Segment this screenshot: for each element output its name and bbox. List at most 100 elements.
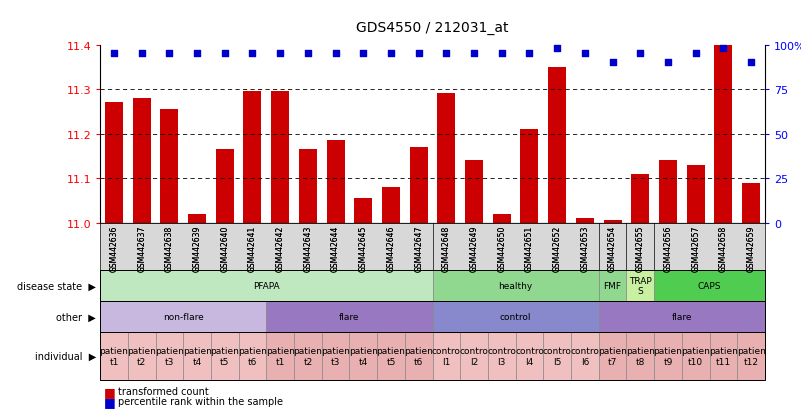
Text: GSM442645: GSM442645 [359,225,368,271]
Bar [631,174,650,223]
Text: patien
t6: patien t6 [405,347,433,366]
Text: patien
t4: patien t4 [349,347,378,366]
Text: GSM442659: GSM442659 [747,225,755,271]
Text: GSM442647: GSM442647 [414,225,423,271]
Text: non-flare: non-flare [163,313,203,321]
Text: GSM442658: GSM442658 [719,225,728,271]
Point [690,51,702,57]
Bar [354,199,372,223]
Text: GSM442641: GSM442641 [248,225,257,271]
Text: flare: flare [339,313,360,321]
Point [301,51,314,57]
Text: contro
l5: contro l5 [543,347,572,366]
Text: GSM442659: GSM442659 [747,225,755,271]
Text: GSM442655: GSM442655 [636,225,645,271]
Text: transformed count: transformed count [118,387,208,396]
Text: contro
l6: contro l6 [570,347,599,366]
Bar [160,110,179,223]
Text: patien
t11: patien t11 [709,347,738,366]
Point [329,51,342,57]
Point [662,60,674,66]
Text: GDS4550 / 212031_at: GDS4550 / 212031_at [356,21,509,35]
Text: GSM442640: GSM442640 [220,225,229,271]
Bar [604,221,622,223]
Text: GSM442644: GSM442644 [331,225,340,271]
Bar [215,150,234,223]
Text: GSM442651: GSM442651 [525,225,534,271]
Text: percentile rank within the sample: percentile rank within the sample [118,396,283,406]
Text: GSM442640: GSM442640 [220,225,229,271]
Bar [105,103,123,223]
Text: patien
t2: patien t2 [293,347,322,366]
Bar [188,214,206,223]
Text: patien
t5: patien t5 [376,347,405,366]
Text: control: control [500,313,531,321]
Text: GSM442654: GSM442654 [608,225,617,271]
Text: patien
t3: patien t3 [321,347,350,366]
Point [274,51,287,57]
Text: patien
t7: patien t7 [598,347,627,366]
Text: GSM442638: GSM442638 [165,225,174,271]
Text: GSM442646: GSM442646 [387,225,396,271]
Text: individual  ▶: individual ▶ [35,351,96,361]
Point [440,51,453,57]
Text: GSM442654: GSM442654 [608,225,617,271]
Text: contro
l2: contro l2 [460,347,489,366]
Point [107,51,120,57]
Text: GSM442656: GSM442656 [663,225,673,271]
Text: patien
t10: patien t10 [682,347,710,366]
Text: ■: ■ [104,395,120,408]
Bar [493,214,511,223]
Text: TRAP
S: TRAP S [629,276,652,296]
Bar [437,94,456,223]
Text: GSM442649: GSM442649 [469,225,478,271]
Text: GSM442645: GSM442645 [359,225,368,271]
Text: GSM442650: GSM442650 [497,225,506,271]
Point [551,46,564,52]
Text: GSM442655: GSM442655 [636,225,645,271]
Bar [714,45,732,223]
Text: disease state  ▶: disease state ▶ [18,281,96,291]
Bar [686,165,705,223]
Bar [382,188,400,223]
Text: patien
t8: patien t8 [626,347,654,366]
Text: GSM442639: GSM442639 [192,225,202,271]
Text: flare: flare [671,313,692,321]
Point [246,51,259,57]
Point [745,60,758,66]
Text: patien
t9: patien t9 [654,347,682,366]
Bar [659,161,677,223]
Bar [272,92,289,223]
Text: patien
t5: patien t5 [211,347,239,366]
Text: other  ▶: other ▶ [56,312,96,322]
Text: GSM442637: GSM442637 [137,225,146,271]
Text: FMF: FMF [604,282,622,290]
Text: CAPS: CAPS [698,282,722,290]
Text: GSM442646: GSM442646 [387,225,396,271]
Text: patien
t12: patien t12 [737,347,766,366]
Bar [244,92,261,223]
Bar [409,147,428,223]
Text: GSM442641: GSM442641 [248,225,257,271]
Point [357,51,370,57]
Text: contro
l4: contro l4 [515,347,544,366]
Bar [133,99,151,223]
Text: GSM442656: GSM442656 [663,225,673,271]
Point [606,60,619,66]
Text: GSM442636: GSM442636 [110,225,119,271]
Point [717,46,730,52]
Text: GSM442651: GSM442651 [525,225,534,271]
Text: GSM442658: GSM442658 [719,225,728,271]
Text: GSM442643: GSM442643 [304,225,312,271]
Text: GSM442647: GSM442647 [414,225,423,271]
Text: GSM442643: GSM442643 [304,225,312,271]
Text: healthy: healthy [498,282,533,290]
Text: GSM442642: GSM442642 [276,225,284,271]
Text: patien
t6: patien t6 [238,347,267,366]
Bar [327,141,344,223]
Point [219,51,231,57]
Point [384,51,397,57]
Text: GSM442638: GSM442638 [165,225,174,271]
Text: GSM442648: GSM442648 [442,225,451,271]
Bar [576,218,594,223]
